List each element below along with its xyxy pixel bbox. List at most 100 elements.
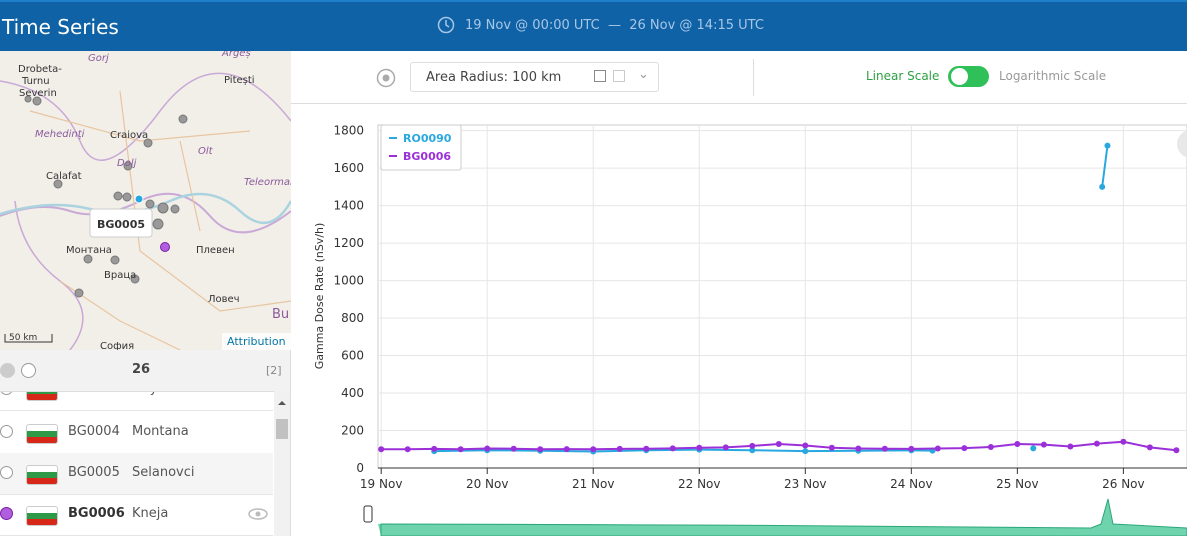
row-id: BG0004 <box>68 424 120 439</box>
data-point <box>563 446 570 453</box>
row-id: BG0006 <box>68 506 125 521</box>
attribution[interactable]: Attribution <box>227 335 286 348</box>
locate-button[interactable] <box>376 68 396 88</box>
map-label: Pitești <box>224 75 255 86</box>
x-tick-label: 24 Nov <box>890 477 933 491</box>
list-row[interactable]: BG0006 Kneja <box>0 494 273 536</box>
row-name: Montana <box>132 424 189 439</box>
row-name: Selanovci <box>132 465 195 480</box>
data-point <box>1030 445 1037 452</box>
data-point <box>749 442 756 449</box>
data-point <box>1093 440 1100 447</box>
map-label: Dolj <box>117 158 137 169</box>
data-point <box>404 446 411 453</box>
y-tick-label: 800 <box>341 311 364 325</box>
map-label: Severin <box>19 88 57 99</box>
row-name: Kneja <box>132 506 169 521</box>
chart: Gamma Dose Rate (nSv/h) 0 200 400 600 800 100… <box>313 124 1187 536</box>
group-count: [2] <box>266 364 282 377</box>
map-label: Craiova <box>110 130 148 141</box>
map-label: Ловеч <box>208 294 240 305</box>
map-label: Olt <box>198 146 214 157</box>
x-tick-label: 26 Nov <box>1102 477 1145 491</box>
data-point <box>643 445 650 452</box>
scale-toggle[interactable] <box>948 66 989 87</box>
group-header[interactable]: 26 [2] <box>0 350 290 392</box>
data-point <box>1099 183 1106 190</box>
list-row[interactable]: BG0004 Montana <box>0 412 273 454</box>
y-tick-label: 1400 <box>333 199 364 213</box>
map-label: Turnu <box>21 76 50 87</box>
linear-label[interactable]: Linear Scale <box>866 69 940 83</box>
data-point <box>1040 441 1047 448</box>
data-point <box>722 444 729 451</box>
data-point <box>1014 441 1021 448</box>
data-point <box>669 445 676 452</box>
y-tick-label: 200 <box>341 424 364 438</box>
eye-icon[interactable] <box>248 508 268 520</box>
log-label[interactable]: Logarithmic Scale <box>999 69 1107 83</box>
data-point <box>775 441 782 448</box>
data-point <box>431 445 438 452</box>
start: 19 Nov @ 00:00 UTC <box>465 18 600 33</box>
legend-box <box>380 124 462 171</box>
map[interactable]: Drobeta- Turnu Severin Gorj Argeș Piteșt… <box>0 51 291 350</box>
data-point <box>934 445 941 452</box>
data-point <box>510 445 517 452</box>
y-axis-label: Gamma Dose Rate (nSv/h) <box>313 223 326 370</box>
navigator-handle[interactable] <box>363 505 373 523</box>
radius-select[interactable]: Area Radius: 100 km ⌄ <box>410 62 659 92</box>
group-name: 26 <box>132 362 151 377</box>
y-tick-label: 1000 <box>333 274 364 288</box>
data-point <box>802 442 809 449</box>
data-point <box>457 446 464 453</box>
data-point <box>1146 444 1153 451</box>
time-range[interactable]: 19 Nov @ 00:00 UTC — 26 Nov @ 14:15 UTC <box>465 18 764 33</box>
data-point <box>987 444 994 451</box>
x-tick-label: 22 Nov <box>678 477 721 491</box>
y-tick-label: 1800 <box>333 124 364 138</box>
data-point <box>1067 443 1074 450</box>
y-tick-label: 1200 <box>333 236 364 250</box>
x-tick-label: 19 Nov <box>360 477 403 491</box>
map-label: Плевен <box>196 245 235 256</box>
data-point <box>1120 438 1127 445</box>
data-point <box>855 445 862 452</box>
map-label: Argeș <box>221 51 251 59</box>
data-point <box>1173 447 1180 454</box>
navigator[interactable] <box>380 498 1187 536</box>
x-tick-label: 23 Nov <box>784 477 827 491</box>
map-label: Gorj <box>88 53 109 64</box>
legend-label: BG0006 <box>403 150 451 163</box>
list-row[interactable]: BG0005 Selanovci <box>0 453 273 495</box>
map-label: Teleorman <box>244 177 291 188</box>
data-point <box>616 445 623 452</box>
radius: Area Radius: 100 km <box>426 70 562 85</box>
title: Time Series <box>2 15 119 39</box>
plot-area <box>377 124 1187 469</box>
x-tick-label: 20 Nov <box>466 477 509 491</box>
data-point <box>961 445 968 452</box>
y-tick-label: 1600 <box>333 161 364 175</box>
data-point <box>484 445 491 452</box>
clock-icon <box>437 16 455 34</box>
map-label: София <box>100 341 134 350</box>
header: Time Series 19 Nov @ 00:00 UTC — 26 Nov … <box>0 0 1187 51</box>
map-label: Drobeta- <box>18 64 62 75</box>
data-point <box>802 448 809 455</box>
data-point <box>378 446 385 453</box>
map-label: Mehedinți <box>35 129 85 140</box>
data-point <box>696 444 703 451</box>
controls: Area Radius: 100 km ⌄ Linear Scale Logar… <box>291 51 1187 104</box>
data-point <box>828 444 835 451</box>
data-point <box>749 447 756 454</box>
sep: — <box>607 18 621 33</box>
y-tick-label: 0 <box>356 461 364 475</box>
scrollbar[interactable] <box>274 391 290 536</box>
series-line <box>1101 145 1109 187</box>
row-id: BG0005 <box>68 465 120 480</box>
end: 26 Nov @ 14:15 UTC <box>629 18 764 33</box>
x-tick-label: 21 Nov <box>572 477 615 491</box>
data-point <box>590 446 597 453</box>
